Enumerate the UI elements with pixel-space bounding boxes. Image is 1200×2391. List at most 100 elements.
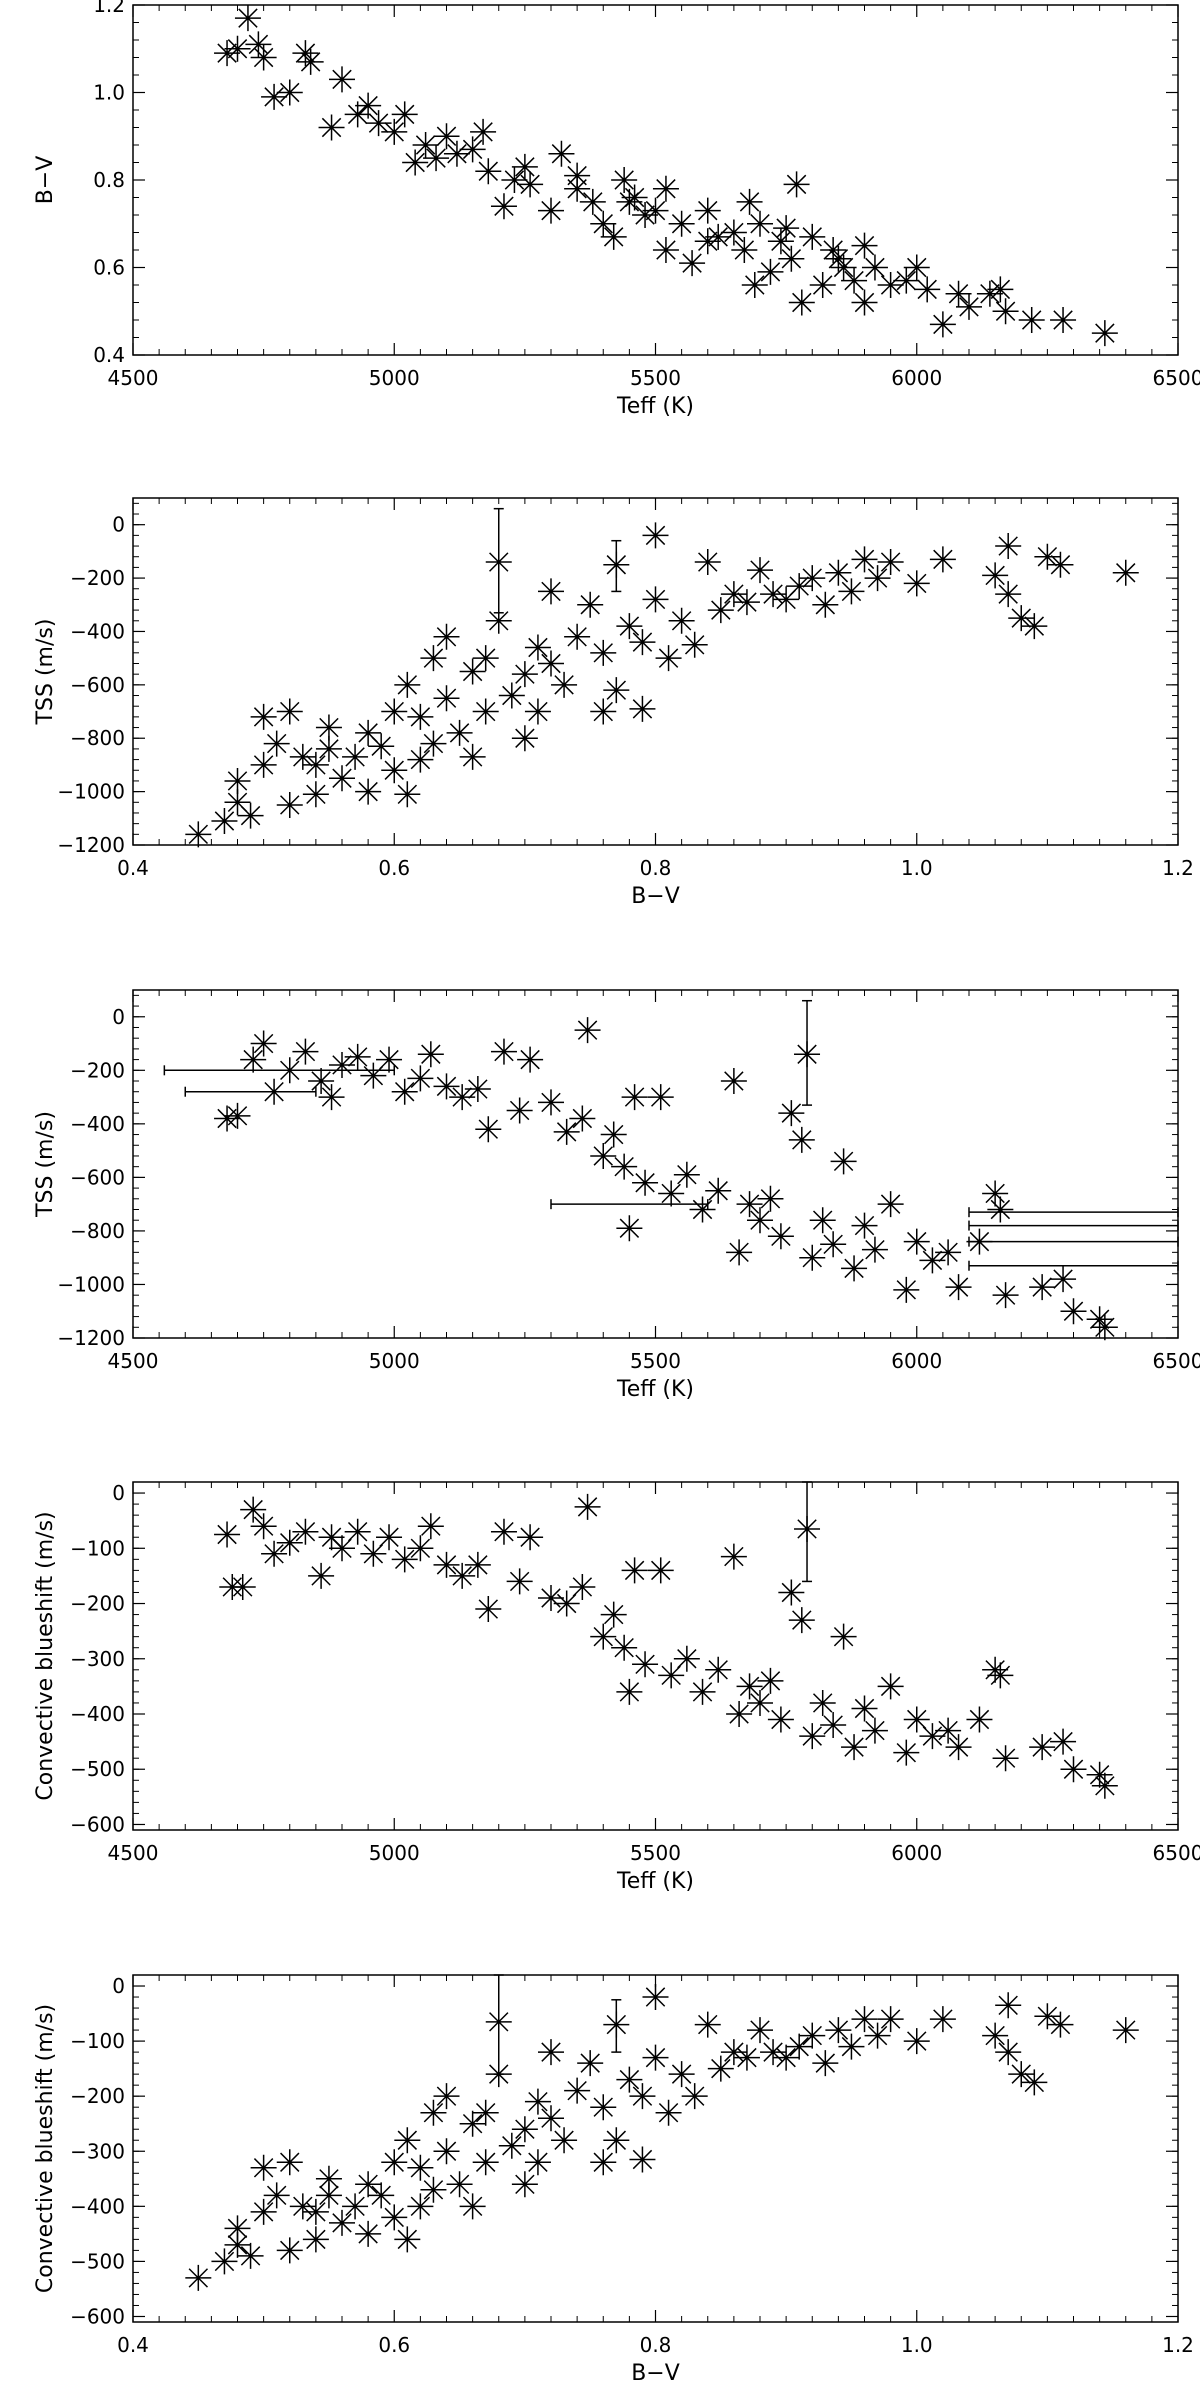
data-point	[642, 2044, 669, 2071]
data-point	[841, 1255, 868, 1282]
data-point	[841, 1734, 868, 1761]
y-tick-label: −600	[70, 673, 125, 697]
x-tick-label: 0.6	[378, 2333, 410, 2357]
x-tick-label: 4500	[108, 1841, 159, 1865]
data-point	[391, 1546, 418, 1573]
data-point	[376, 1046, 403, 1073]
y-axis-label: B−V	[33, 156, 58, 205]
data-point	[553, 1118, 580, 1145]
data-point	[318, 114, 345, 141]
plot-frame	[132, 989, 1179, 1339]
data-point	[229, 1573, 256, 1600]
data-point	[778, 1100, 805, 1127]
data-point	[449, 1084, 476, 1111]
data-point	[329, 1535, 355, 1562]
y-tick-label: −600	[70, 1812, 125, 1836]
data-point	[412, 132, 439, 158]
data-point	[490, 193, 517, 220]
data-point	[391, 1078, 418, 1105]
data-point	[433, 1073, 460, 1100]
chart-panel-1: 4500 5000 5500 6000 6500 0.4 0.6 0.8 1.0 1.2 Teff …	[33, 0, 1200, 419]
data-point	[689, 1678, 716, 1705]
x-tick-label: 1.0	[901, 856, 933, 880]
y-tick-label: 0	[112, 1005, 125, 1029]
data-point	[551, 671, 578, 698]
data-point	[564, 2077, 591, 2104]
data-point	[433, 1551, 460, 1578]
x-tick-label: 0.6	[378, 856, 410, 880]
x-tick-label: 0.4	[117, 856, 149, 880]
data-point	[1021, 613, 1048, 640]
data-point	[524, 698, 551, 725]
data-point	[224, 789, 251, 816]
data-point	[1029, 1734, 1056, 1761]
data-point	[647, 1084, 674, 1111]
y-tick-label: −400	[70, 1702, 125, 1726]
data-point	[919, 1723, 946, 1750]
data-point	[741, 272, 768, 298]
data-point	[794, 1041, 821, 1068]
data-point	[799, 223, 826, 250]
data-point	[747, 1207, 773, 1234]
data-point	[935, 1717, 962, 1744]
data-point	[778, 1579, 805, 1606]
y-tick-label: −100	[70, 2029, 125, 2053]
data-point	[757, 258, 784, 285]
data-point	[982, 2022, 1009, 2049]
x-tick-label: 6500	[1153, 1349, 1200, 1373]
data-point	[611, 1153, 638, 1180]
data-point	[987, 1196, 1014, 1223]
x-tick-label: 0.8	[640, 856, 672, 880]
y-tick-label: −400	[70, 2194, 125, 2218]
data-point	[830, 1623, 857, 1650]
data-point	[1047, 2011, 1074, 2038]
data-point	[632, 1651, 659, 1678]
x-tick-label: 1.2	[1162, 856, 1194, 880]
data-point	[276, 1057, 303, 1084]
data-point	[861, 1717, 888, 1744]
data-point	[355, 2220, 382, 2247]
data-point	[498, 2132, 525, 2159]
data-point	[851, 1695, 878, 1722]
data-point	[629, 695, 656, 722]
y-tick-label: 0.6	[93, 256, 125, 280]
data-point	[757, 1667, 784, 1694]
y-tick-label: −800	[70, 1219, 125, 1243]
data-point	[381, 118, 408, 145]
data-point	[726, 1701, 753, 1727]
data-point	[459, 658, 486, 685]
data-point	[903, 1228, 930, 1255]
data-point	[459, 2193, 486, 2220]
data-point	[394, 2127, 421, 2154]
data-point	[830, 1148, 857, 1175]
data-point	[720, 1543, 747, 1570]
data-point	[720, 2039, 747, 2066]
data-point	[420, 2176, 447, 2203]
data-point	[433, 685, 460, 712]
data-point	[851, 232, 878, 259]
data-point	[825, 559, 852, 586]
data-point	[292, 40, 319, 67]
data-point	[475, 1116, 502, 1143]
x-tick-label: 4500	[108, 1349, 159, 1373]
data-point	[720, 1068, 747, 1095]
data-point	[355, 778, 382, 805]
data-point	[809, 272, 836, 298]
x-tick-label: 6000	[891, 1841, 942, 1865]
data-point	[485, 607, 512, 634]
data-point	[1091, 1314, 1118, 1341]
data-point	[449, 1562, 476, 1589]
data-point	[564, 175, 591, 202]
data-point	[877, 549, 904, 576]
y-tick-label: 1.0	[93, 81, 125, 105]
data-point	[344, 1518, 371, 1545]
data-point	[1008, 605, 1035, 632]
data-point	[365, 110, 392, 137]
y-tick-label: −200	[70, 1592, 125, 1616]
data-point	[652, 175, 679, 202]
data-point	[224, 2215, 251, 2242]
data-point	[851, 546, 878, 573]
data-point	[1008, 2061, 1035, 2088]
data-point	[652, 237, 679, 263]
x-tick-label: 5000	[369, 1349, 420, 1373]
